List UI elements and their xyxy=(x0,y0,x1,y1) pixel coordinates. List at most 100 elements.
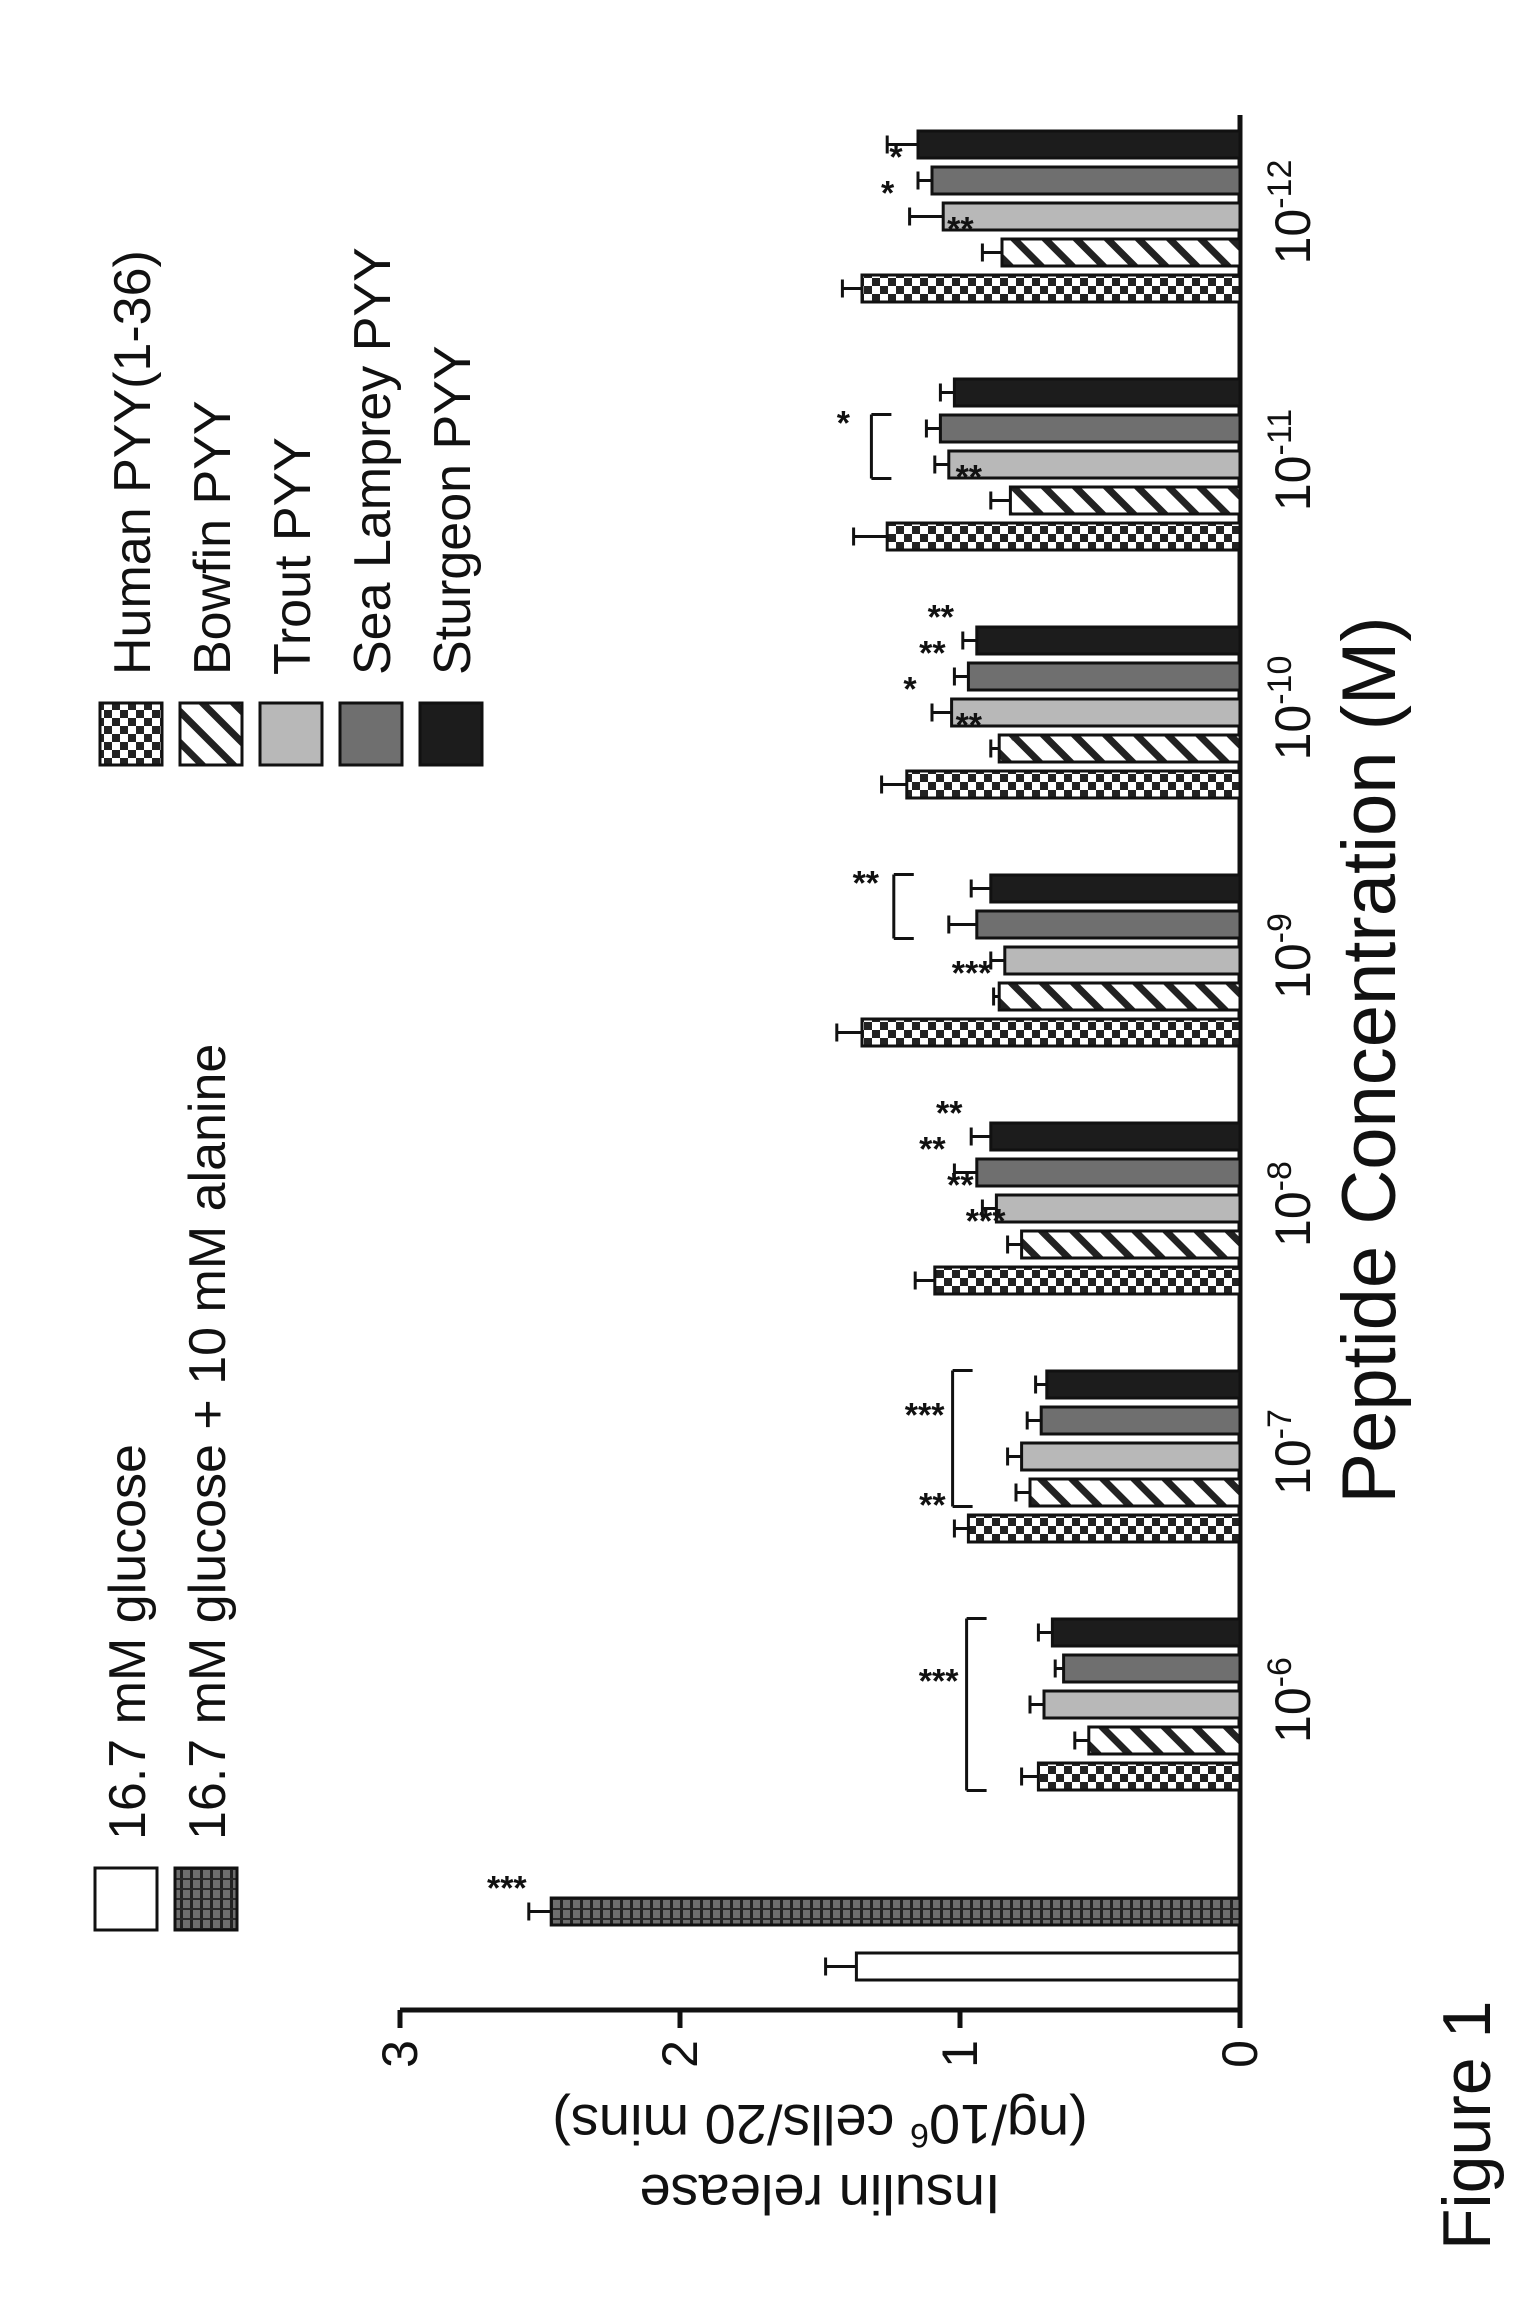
legend-label: Sea Lamprey PYY xyxy=(344,247,402,675)
bar-diag xyxy=(1028,1477,1242,1508)
bar-mid xyxy=(930,165,1242,196)
significance-label: * xyxy=(889,139,903,177)
x-tick-base: 10 xyxy=(1265,456,1321,512)
bar-mid xyxy=(1039,1405,1242,1436)
x-tick-label: 10-8 xyxy=(1261,1161,1321,1247)
bar-checker xyxy=(885,521,1242,552)
legend-label: 16.7 mM glucose xyxy=(99,1444,157,1840)
bar-dark xyxy=(989,873,1242,904)
control-bar xyxy=(549,1896,1242,1927)
x-tick-label: 10-10 xyxy=(1261,656,1321,761)
legend-swatch xyxy=(178,701,244,767)
y-tick-label: 1 xyxy=(932,2040,988,2068)
bar-light xyxy=(994,1193,1242,1224)
x-tick-exp: -11 xyxy=(1261,409,1299,456)
bar-checker xyxy=(905,769,1242,800)
legend-label: Trout PYY xyxy=(264,437,322,675)
bar-mid xyxy=(1062,1653,1242,1684)
x-tick-label: 10-7 xyxy=(1261,1409,1321,1495)
x-axis-label: Peptide Concentration (M) xyxy=(1327,616,1412,1503)
bar-dark xyxy=(975,625,1242,656)
x-tick-exp: -9 xyxy=(1261,913,1299,943)
significance-label: ** xyxy=(947,211,974,249)
legend-label: Bowfin PYY xyxy=(184,400,242,675)
bar-light xyxy=(947,449,1242,480)
bar-mid xyxy=(938,413,1242,444)
bar-checker xyxy=(966,1513,1242,1544)
legend-label: Sturgeon PYY xyxy=(424,345,482,675)
x-tick-exp: -6 xyxy=(1261,1657,1299,1687)
x-tick-label: 10-12 xyxy=(1261,160,1321,265)
legend-swatch xyxy=(338,701,404,767)
bar-diag xyxy=(1008,485,1242,516)
bar-dark xyxy=(952,377,1242,408)
bar-light xyxy=(941,201,1242,232)
legend-swatch xyxy=(173,1866,239,1932)
bar-mid xyxy=(975,1157,1242,1188)
significance-label: ** xyxy=(919,635,946,673)
significance-label: ** xyxy=(928,599,955,637)
bar-dark xyxy=(916,129,1242,160)
y-axis-label-units-a: (ng/10 xyxy=(929,2093,1088,2156)
x-tick-exp: -7 xyxy=(1261,1409,1299,1439)
x-tick-label: 10-9 xyxy=(1261,913,1321,999)
legend-label: Human PYY(1-36) xyxy=(104,250,162,675)
legend: 16.7 mM glucose 16.7 mM glucose + 10 mM a… xyxy=(93,247,484,1932)
bar-checker xyxy=(860,1017,1242,1048)
y-axis-label-units: (ng/106 cells/20 mins) xyxy=(552,2093,1088,2156)
bar-diag xyxy=(1020,1229,1242,1260)
significance-label: ** xyxy=(936,1095,963,1133)
bracket-label: *** xyxy=(905,1397,945,1435)
control-bar xyxy=(854,1951,1242,1982)
bar-light xyxy=(1042,1689,1242,1720)
x-tick-exp: -10 xyxy=(1261,656,1299,705)
bar-dark xyxy=(989,1121,1242,1152)
bar-light xyxy=(950,697,1242,728)
bars xyxy=(527,129,1242,1982)
legend-label: 16.7 mM glucose + 10 mM alanine xyxy=(179,1044,237,1840)
x-tick-base: 10 xyxy=(1265,1687,1321,1743)
y-axis-label-units-b: cells/20 mins) xyxy=(552,2093,910,2156)
x-tick-base: 10 xyxy=(1265,1191,1321,1247)
y-tick-label: 3 xyxy=(372,2040,428,2068)
y-axis-label-units-sup: 6 xyxy=(910,2116,929,2154)
x-tick-base: 10 xyxy=(1265,209,1321,265)
x-tick-label: 10-11 xyxy=(1261,409,1321,511)
significance-label: * xyxy=(903,671,917,709)
bar-diag xyxy=(997,733,1242,764)
y-axis-label: Insulin release xyxy=(639,2163,1000,2226)
legend-swatch xyxy=(98,701,164,767)
y-tick-label: 0 xyxy=(1212,2040,1268,2068)
figure-title: Figure 1 xyxy=(1429,2001,1505,2250)
bracket-label: * xyxy=(837,405,851,443)
x-tick-label: 10-6 xyxy=(1261,1657,1321,1743)
x-tick-exp: -12 xyxy=(1261,160,1299,209)
x-tick-base: 10 xyxy=(1265,705,1321,761)
x-tick-exp: -8 xyxy=(1261,1161,1299,1191)
significance-label: * xyxy=(881,175,895,213)
significance-label: ** xyxy=(947,1167,974,1205)
legend-swatch xyxy=(93,1866,159,1932)
significance-label: *** xyxy=(952,955,992,993)
bracket-label: ** xyxy=(853,865,880,903)
bar-dark xyxy=(1050,1617,1242,1648)
bar-dark xyxy=(1045,1369,1242,1400)
annotations: *************************************** xyxy=(487,139,1006,1908)
significance-label: ** xyxy=(956,459,983,497)
bar-light xyxy=(1003,945,1242,976)
bar-light xyxy=(1020,1441,1242,1472)
significance-label: *** xyxy=(487,1870,527,1908)
bar-mid xyxy=(975,909,1242,940)
bar-checker xyxy=(1036,1761,1242,1792)
bracket-label: *** xyxy=(919,1663,959,1701)
significance-label: ** xyxy=(956,707,983,745)
bar-checker xyxy=(933,1265,1242,1296)
legend-swatch xyxy=(258,701,324,767)
significance-label: *** xyxy=(966,1203,1006,1241)
legend-swatch xyxy=(418,701,484,767)
x-tick-base: 10 xyxy=(1265,1439,1321,1495)
bar-diag xyxy=(1087,1725,1242,1756)
x-tick-base: 10 xyxy=(1265,943,1321,999)
